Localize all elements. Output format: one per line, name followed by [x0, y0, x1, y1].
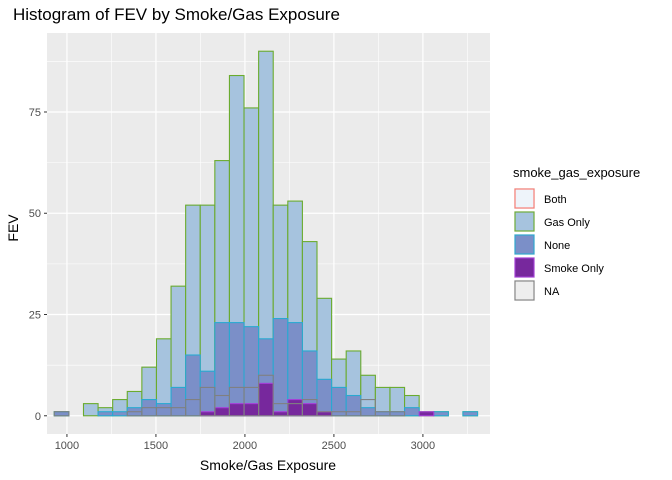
histogram-bar: [243, 403, 260, 417]
histogram-bar: [214, 407, 230, 417]
histogram-bar: [389, 411, 406, 417]
histogram-bar: [228, 403, 245, 417]
legend-label: None: [544, 240, 570, 252]
histogram-bar: [53, 411, 70, 417]
histogram-bar: [433, 411, 449, 417]
histogram-bar: [243, 326, 260, 417]
y-axis: 0 25 50 75: [29, 107, 47, 423]
x-tick-label: 2500: [322, 440, 346, 452]
histogram-bar: [462, 411, 479, 417]
legend-key: [514, 234, 535, 255]
histogram-bar: [316, 411, 333, 417]
x-tick-label: 2000: [233, 440, 257, 452]
histogram-bar: [272, 411, 289, 417]
histogram-bar: [301, 399, 318, 417]
histogram-bar: [155, 403, 172, 417]
histogram-bar: [185, 354, 201, 417]
histogram-bar: [258, 382, 274, 417]
legend-key: [514, 211, 535, 232]
histogram-bar: [345, 394, 362, 417]
legend-label: Gas Only: [544, 217, 590, 229]
histogram-bar: [97, 411, 114, 417]
series-na: [53, 374, 406, 417]
legend-key: [514, 280, 535, 301]
legend-title: smoke_gas_exposure: [513, 165, 640, 180]
histogram-bar: [360, 407, 376, 417]
y-tick-label: 75: [29, 107, 41, 119]
histogram-bar: [389, 411, 406, 417]
x-tick-label: 3000: [411, 440, 435, 452]
y-tick-label: 0: [35, 411, 41, 423]
legend-key: [514, 188, 535, 209]
histogram-bar: [287, 399, 303, 417]
legend-key: [514, 257, 535, 278]
chart-title: Histogram of FEV by Smoke/Gas Exposure: [13, 5, 340, 24]
x-tick-label: 1500: [144, 440, 168, 452]
histogram-bar: [360, 399, 376, 417]
histogram-bar: [316, 378, 333, 417]
histogram-bar: [301, 403, 318, 417]
histogram-bars: [53, 50, 479, 417]
x-tick-label: 1000: [55, 440, 79, 452]
histogram-bar: [199, 370, 216, 417]
y-tick-label: 25: [29, 310, 41, 322]
histogram-bar: [404, 407, 420, 417]
histogram-bar: [258, 374, 274, 417]
histogram-bar: [374, 411, 391, 417]
histogram-bar: [82, 403, 99, 417]
histogram-bar: [112, 411, 128, 417]
histogram-bar: [170, 386, 187, 417]
x-axis: 1000 1500 2000 2500 3000: [55, 434, 435, 452]
histogram-bar: [214, 322, 230, 417]
legend: smoke_gas_exposure Both Gas Only None Smoke…: [513, 165, 640, 301]
histogram-bar: [228, 322, 245, 417]
legend-label: Smoke Only: [544, 263, 604, 275]
y-axis-title: FEV: [5, 214, 21, 242]
legend-label: NA: [544, 286, 560, 298]
x-axis-title: Smoke/Gas Exposure: [200, 457, 336, 473]
histogram-bar: [272, 318, 289, 417]
y-tick-label: 50: [29, 208, 41, 220]
legend-label: Both: [544, 194, 567, 206]
histogram-bar: [199, 411, 216, 417]
histogram-bar: [53, 411, 70, 417]
histogram-bar: [418, 411, 435, 417]
